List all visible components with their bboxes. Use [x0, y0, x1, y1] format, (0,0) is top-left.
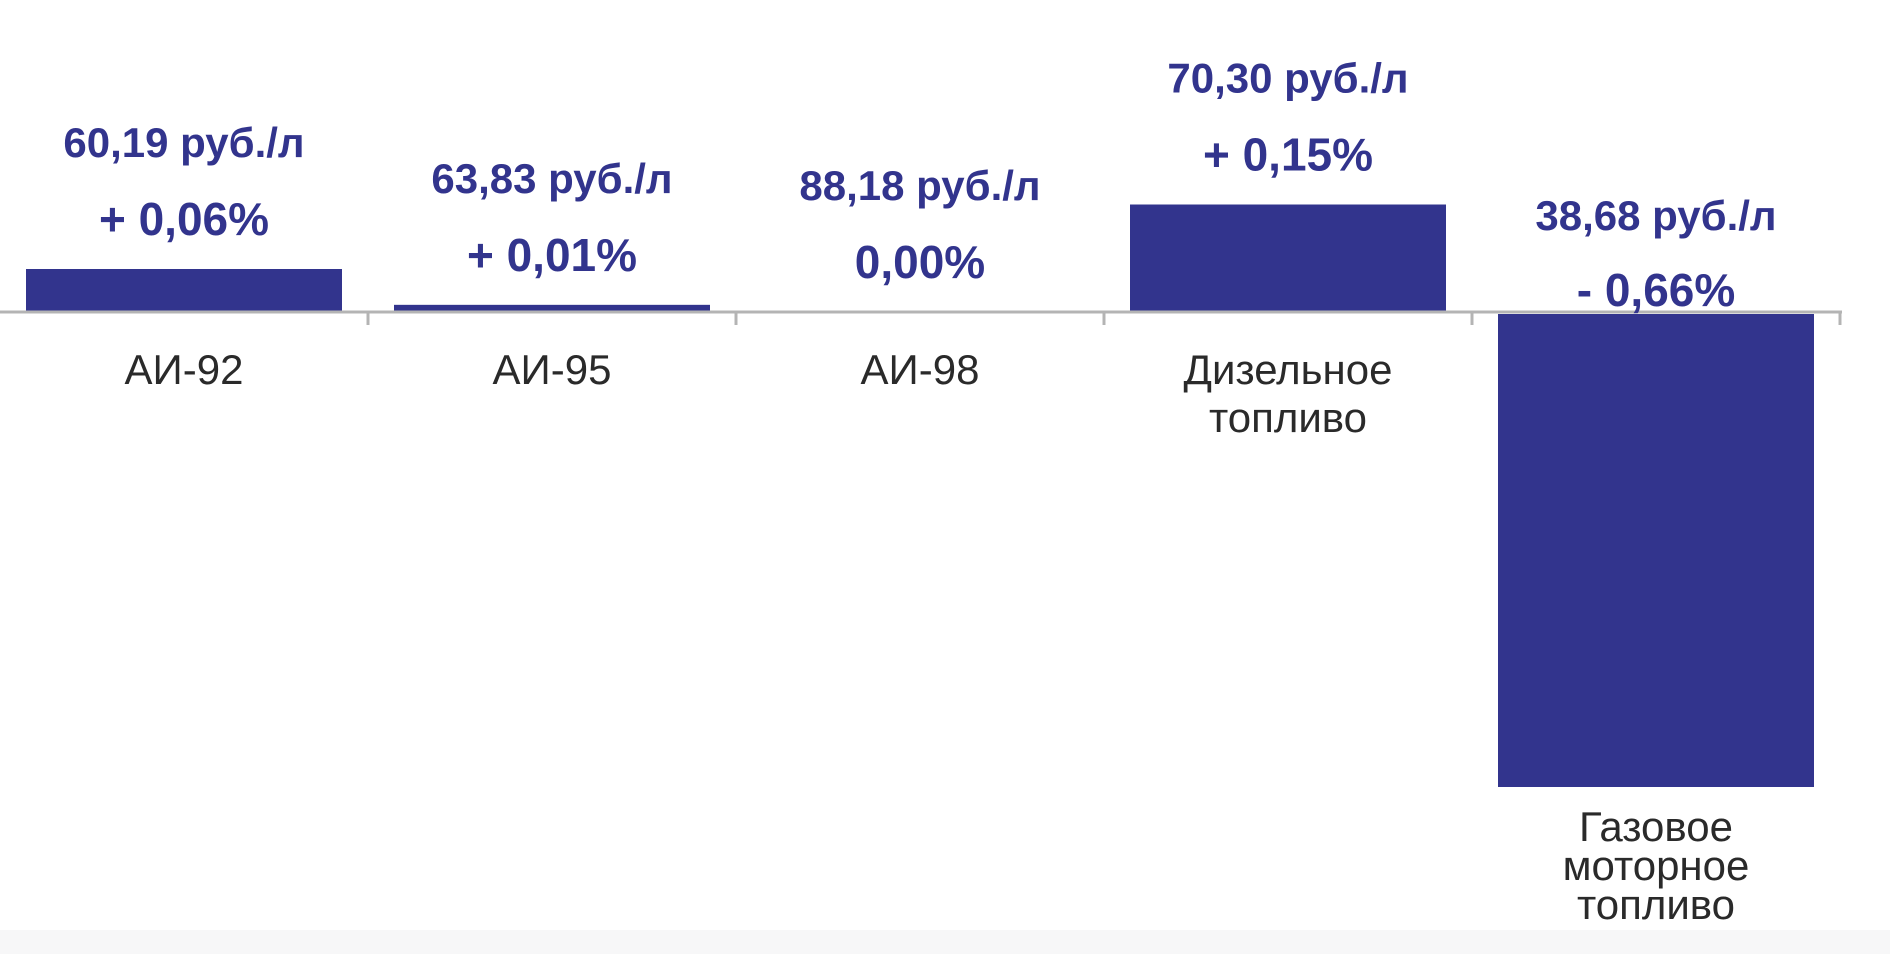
price-label-1: 63,83 руб./л: [431, 155, 672, 202]
price-label-0: 60,19 руб./л: [63, 119, 304, 166]
change-label-1: + 0,01%: [467, 229, 637, 281]
category-label-2-0: АИ-98: [861, 346, 980, 393]
category-label-1-0: АИ-95: [493, 346, 612, 393]
change-label-3: + 0,15%: [1203, 129, 1373, 181]
bar-3: [1130, 204, 1446, 312]
price-label-3: 70,30 руб./л: [1167, 55, 1408, 102]
category-label-3-0: Дизельное: [1184, 346, 1393, 393]
price-label-4: 38,68 руб./л: [1535, 192, 1776, 239]
axis-layer: [0, 310, 1842, 325]
bottom-band: [0, 930, 1890, 954]
change-label-0: + 0,06%: [99, 193, 269, 245]
bar-4: [1498, 314, 1814, 787]
change-label-4: - 0,66%: [1577, 264, 1736, 316]
category-label-4-1: моторное: [1563, 842, 1750, 889]
bar-0: [26, 269, 342, 312]
change-label-2: 0,00%: [855, 236, 985, 288]
bar-1: [394, 304, 710, 312]
price-label-2: 88,18 руб./л: [799, 162, 1040, 209]
category-label-4-2: топливо: [1577, 881, 1735, 928]
category-label-4-0: Газовое: [1579, 803, 1733, 850]
bars-layer: [26, 204, 1814, 787]
category-label-3-1: топливо: [1209, 394, 1367, 441]
labels-layer: 60,19 руб./л + 0,06% АИ-92 63,83 руб./л + 0,…: [63, 55, 1776, 929]
category-label-0-0: АИ-92: [125, 346, 244, 393]
